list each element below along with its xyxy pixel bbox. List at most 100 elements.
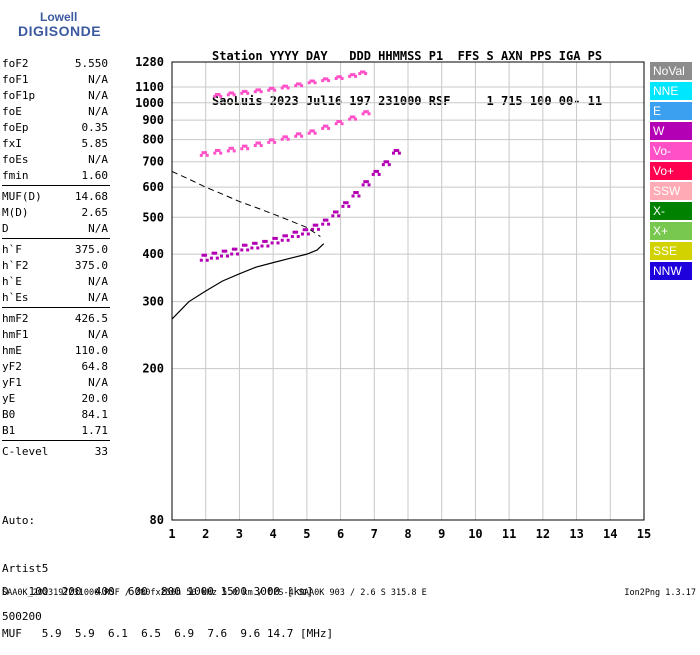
legend-item: NoVal xyxy=(650,62,692,80)
echo-point xyxy=(365,180,369,184)
param-row: foF2 5.550 xyxy=(2,56,110,72)
echo-point xyxy=(219,151,223,155)
echo-point xyxy=(282,135,286,139)
echo-point xyxy=(361,112,365,116)
echo-point xyxy=(321,126,325,130)
echo-point xyxy=(286,238,290,242)
legend-item: X+ xyxy=(650,222,692,240)
x-tick-label: 5 xyxy=(303,527,310,541)
x-tick-label: 3 xyxy=(236,527,243,541)
x-tick-label: 9 xyxy=(438,527,445,541)
echo-point xyxy=(351,194,355,198)
echo-point xyxy=(373,169,377,173)
echo-point xyxy=(253,144,257,148)
echo-point xyxy=(260,244,264,248)
echo-point xyxy=(226,93,230,97)
echo-point xyxy=(341,204,345,208)
param-value: 5.85 xyxy=(81,137,109,150)
echo-point xyxy=(337,214,341,218)
x-tick-label: 1 xyxy=(168,527,175,541)
echo-point xyxy=(348,74,352,78)
x-tick-label: 13 xyxy=(569,527,583,541)
echo-point xyxy=(393,148,397,152)
echo-point xyxy=(204,151,208,155)
y-tick-label: 500 xyxy=(142,210,164,224)
echo-point xyxy=(214,148,218,152)
echo-point xyxy=(362,70,366,74)
echo-point xyxy=(234,247,238,251)
echo-point xyxy=(345,201,349,205)
echo-point xyxy=(364,72,368,76)
echo-point xyxy=(244,89,248,93)
y-tick-label: 600 xyxy=(142,180,164,194)
echo-point xyxy=(226,149,230,153)
param-row: fxI 5.85 xyxy=(2,136,110,152)
echo-point xyxy=(284,84,288,88)
echo-point xyxy=(375,169,379,173)
legend-item: SSW xyxy=(650,182,692,200)
param-name: h`F2 xyxy=(2,259,29,272)
echo-point xyxy=(325,218,329,222)
echo-point xyxy=(295,132,299,136)
param-name: M(D) xyxy=(2,206,29,219)
logo-line1: Lowell xyxy=(40,10,78,24)
echo-point xyxy=(284,234,288,238)
param-value: 1.71 xyxy=(81,424,109,437)
param-row: h`F 375.0 xyxy=(2,242,110,258)
auto-line1: Auto: xyxy=(2,514,36,527)
echo-point xyxy=(280,137,284,141)
echo-point xyxy=(355,191,359,195)
muf-label: MUF xyxy=(2,627,22,640)
x-tick-label: 10 xyxy=(468,527,482,541)
echo-point xyxy=(214,92,218,96)
param-name: hmF2 xyxy=(2,312,29,325)
echo-point xyxy=(232,93,236,97)
echo-point xyxy=(357,194,361,198)
echo-point xyxy=(236,252,240,256)
echo-point xyxy=(298,82,302,86)
echo-point xyxy=(334,122,338,126)
param-row: h`E N/A xyxy=(2,274,110,290)
echo-point xyxy=(221,249,225,253)
x-tick-label: 14 xyxy=(603,527,617,541)
profile-curve xyxy=(171,243,325,320)
echo-point xyxy=(327,79,331,83)
param-name: h`E xyxy=(2,275,22,288)
echo-point xyxy=(267,140,271,144)
param-row: fmin 1.60 xyxy=(2,168,110,184)
x-tick-label: 4 xyxy=(270,527,277,541)
echo-point xyxy=(353,191,357,195)
echo-point xyxy=(205,258,209,262)
x-tick-label: 15 xyxy=(637,527,651,541)
param-value: N/A xyxy=(88,105,108,118)
echo-point xyxy=(244,144,248,148)
echo-point xyxy=(354,74,358,78)
param-row: foEp 0.35 xyxy=(2,120,110,136)
echo-point xyxy=(363,180,367,184)
echo-point xyxy=(240,91,244,95)
echo-point xyxy=(282,234,286,238)
echo-point xyxy=(284,135,288,139)
echo-point xyxy=(397,151,401,155)
echo-point xyxy=(224,249,228,253)
echo-point xyxy=(259,90,263,94)
echo-point xyxy=(311,227,315,231)
echo-point xyxy=(298,132,302,136)
echo-point xyxy=(352,115,356,119)
param-name: B1 xyxy=(2,424,16,437)
echo-point xyxy=(201,253,205,257)
echo-point xyxy=(290,235,294,239)
echo-point xyxy=(241,144,245,148)
echo-point xyxy=(335,210,339,214)
echo-point xyxy=(240,248,244,252)
legend: NoVal NNE E W Vo- Vo+ SSW X- X+ SSE NNW xyxy=(650,62,692,282)
echo-point xyxy=(273,88,277,92)
echo-point xyxy=(254,241,258,245)
echo-point xyxy=(246,147,250,151)
param-name: MUF(D) xyxy=(2,190,42,203)
header-line1: Station YYYY DAY DDD HHMMSS P1 FFS S AXN… xyxy=(212,49,603,63)
echo-point xyxy=(204,253,208,257)
echo-point xyxy=(268,138,272,142)
echo-point xyxy=(377,172,381,176)
param-row: h`Es N/A xyxy=(2,290,110,306)
